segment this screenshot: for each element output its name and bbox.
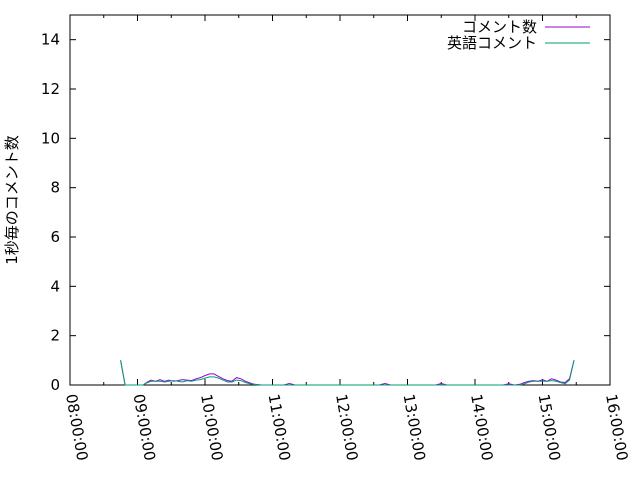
x-tick-label: 09:00:00: [130, 393, 159, 462]
y-tick-label: 4: [50, 277, 60, 295]
x-tick-label: 14:00:00: [467, 393, 496, 462]
y-tick-label: 2: [50, 327, 60, 345]
x-tick-label: 10:00:00: [197, 393, 226, 462]
plot-border: [69, 14, 611, 386]
series-line-1: [120, 360, 575, 386]
legend-label: 英語コメント: [447, 34, 537, 52]
x-tick-label: 12:00:00: [332, 393, 361, 462]
y-tick-label: 8: [50, 179, 60, 197]
y-tick-label: 14: [41, 31, 60, 49]
y-tick-label: 0: [50, 376, 60, 394]
legend-label: コメント数: [462, 18, 537, 36]
x-tick-label: 08:00:00: [62, 393, 91, 462]
y-tick-label: 10: [41, 129, 60, 147]
y-axis-label: 1秒毎のコメント数: [3, 135, 21, 265]
x-tick-label: 13:00:00: [400, 393, 429, 462]
x-tick-label: 15:00:00: [535, 393, 564, 462]
x-tick-label: 16:00:00: [602, 393, 631, 462]
y-tick-label: 6: [50, 228, 60, 246]
y-tick-label: 12: [41, 80, 60, 98]
x-tick-label: 11:00:00: [265, 393, 294, 462]
